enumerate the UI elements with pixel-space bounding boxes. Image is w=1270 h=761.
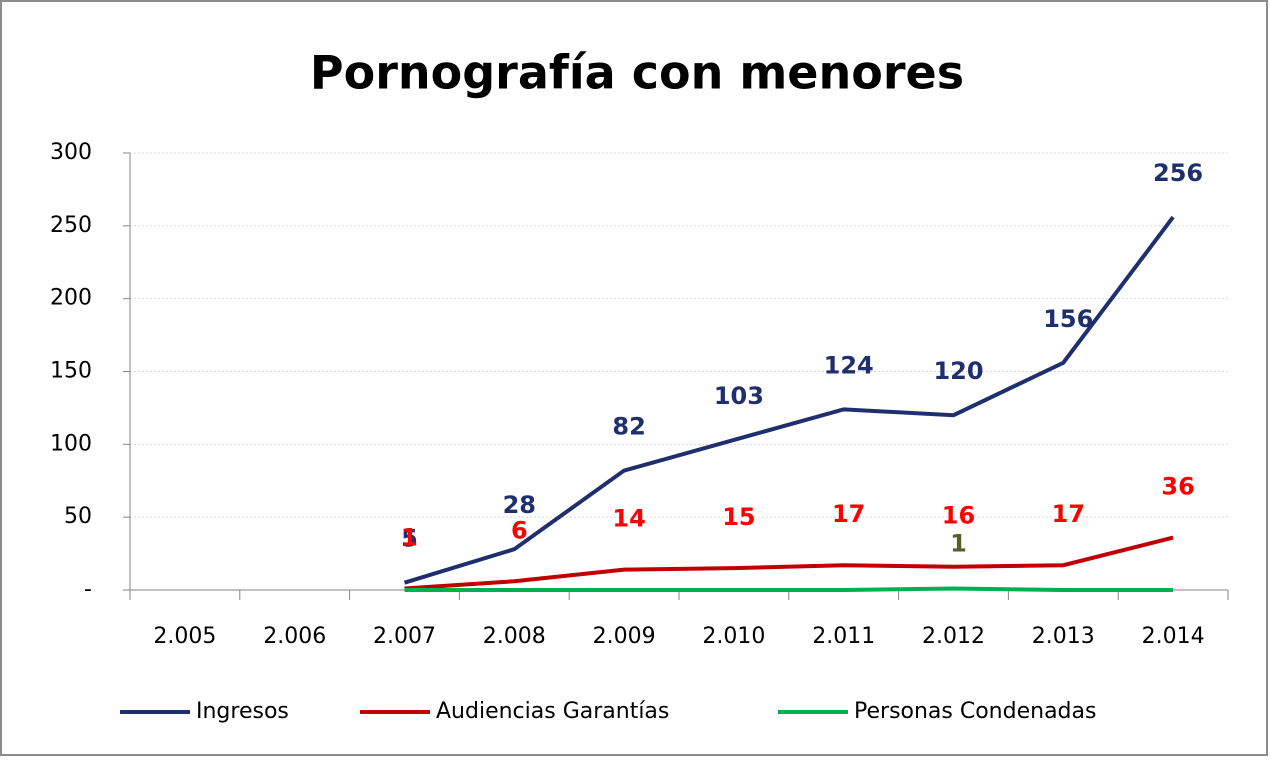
data-label: 15 — [722, 503, 755, 531]
data-label: 14 — [612, 505, 645, 533]
data-label: 5 — [401, 525, 418, 553]
y-tick-label: 150 — [50, 359, 92, 384]
data-label: 16 — [942, 502, 975, 530]
data-label: 124 — [824, 351, 874, 379]
data-label: 120 — [933, 357, 983, 385]
legend-label: Personas Condenadas — [854, 699, 1096, 724]
data-label: 28 — [503, 491, 536, 519]
data-label: 256 — [1153, 159, 1203, 187]
series-line — [404, 535, 1174, 591]
data-label: 36 — [1161, 473, 1194, 501]
series-line — [404, 586, 1174, 592]
data-label: 156 — [1043, 305, 1093, 333]
x-tick-label: 2.010 — [702, 624, 765, 649]
y-tick-label: 250 — [50, 213, 92, 238]
y-tick-label: 50 — [64, 504, 92, 529]
data-label: 17 — [1052, 500, 1085, 528]
data-label: 1 — [950, 530, 967, 558]
x-tick-label: 2.008 — [483, 624, 546, 649]
x-tick-label: 2.005 — [153, 624, 216, 649]
y-tick-label: 100 — [50, 431, 92, 456]
x-tick-label: 2.006 — [263, 624, 326, 649]
data-label: 6 — [511, 516, 528, 544]
x-tick-label: 2.007 — [373, 624, 436, 649]
data-label: 82 — [612, 413, 645, 441]
x-tick-label: 2.012 — [922, 624, 985, 649]
y-tick-label: - — [84, 577, 92, 602]
x-tick-label: 2.014 — [1142, 624, 1205, 649]
data-label: 17 — [832, 500, 865, 528]
legend-label: Ingresos — [196, 699, 289, 724]
data-label: 1 — [401, 524, 418, 552]
data-label: 103 — [714, 382, 764, 410]
x-tick-label: 2.011 — [812, 624, 875, 649]
y-tick-label: 300 — [50, 140, 92, 165]
x-tick-label: 2.013 — [1032, 624, 1095, 649]
chart-title: Pornografía con menores — [310, 46, 964, 100]
x-tick-label: 2.009 — [593, 624, 656, 649]
series-line — [403, 215, 1175, 585]
y-tick-label: 200 — [50, 286, 92, 311]
legend-label: Audiencias Garantías — [436, 699, 669, 724]
